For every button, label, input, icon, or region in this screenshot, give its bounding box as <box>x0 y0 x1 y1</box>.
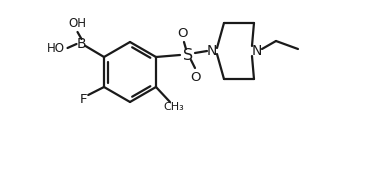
Text: N: N <box>252 44 262 58</box>
Text: F: F <box>79 93 87 105</box>
Text: HO: HO <box>46 41 64 55</box>
Text: S: S <box>183 47 193 62</box>
Text: N: N <box>207 44 217 58</box>
Text: B: B <box>77 37 86 51</box>
Text: OH: OH <box>68 17 86 30</box>
Text: O: O <box>191 71 201 83</box>
Text: O: O <box>178 26 188 40</box>
Text: CH₃: CH₃ <box>164 102 184 112</box>
